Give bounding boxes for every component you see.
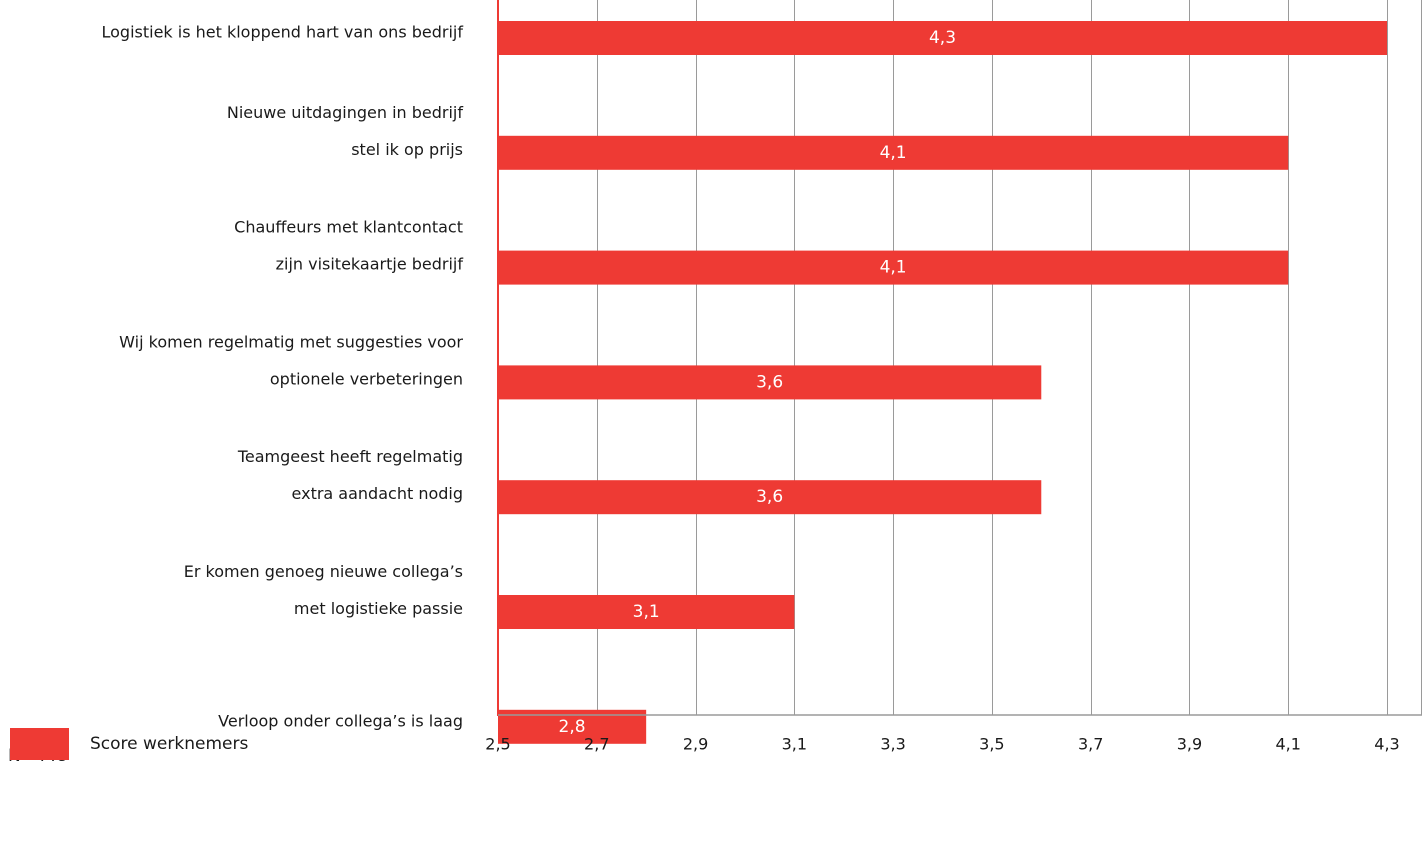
category-label: met logistieke passie (294, 599, 463, 618)
bar-value-label: 4,1 (880, 143, 907, 163)
bar-value-label: 3,1 (633, 602, 660, 622)
category-label: Teamgeest heeft regelmatig (237, 447, 463, 466)
legend-swatch (10, 728, 69, 760)
category-label: Wij komen regelmatig met suggesties voor (119, 332, 463, 351)
category-label: Logistiek is het kloppend hart van ons b… (101, 23, 463, 42)
x-tick-label: 2,9 (683, 735, 708, 754)
category-labels: Logistiek is het kloppend hart van ons b… (101, 23, 463, 731)
legend: Score werknemers (10, 728, 248, 760)
category-label: Chauffeurs met klantcontact (234, 218, 463, 237)
x-tick-label: 4,3 (1374, 735, 1399, 754)
bar (498, 21, 1387, 55)
bar (498, 365, 1042, 400)
x-tick-label: 2,5 (485, 735, 510, 754)
bars-layer: 4,3 4,1 4,1 3,6 3,6 3,1 2,8 (498, 21, 1387, 744)
bar (498, 480, 1042, 515)
bar (498, 135, 1289, 170)
category-label: zijn visitekaartje bedrijf (276, 255, 464, 274)
category-label: Er komen genoeg nieuwe collega’s (184, 562, 463, 581)
x-tick-label: 3,9 (1177, 735, 1202, 754)
x-tick-label: 2,7 (584, 735, 609, 754)
category-label: stel ik op prijs (351, 140, 463, 159)
category-label: optionele verbeteringen (270, 369, 463, 388)
x-tick-label: 3,7 (1078, 735, 1103, 754)
category-label: extra aandacht nodig (292, 484, 463, 503)
category-label: Nieuwe uitdagingen in bedrijf (227, 103, 464, 122)
x-axis-tick-labels: 2,5 2,7 2,9 3,1 3,3 3,5 3,7 3,9 4,1 4,3 (485, 735, 1399, 754)
x-tick-label: 3,5 (979, 735, 1004, 754)
category-label: Verloop onder collega’s is laag (218, 711, 463, 730)
legend-label: Score werknemers (90, 734, 249, 754)
x-tick-label: 4,1 (1275, 735, 1300, 754)
bar-value-label: 3,6 (756, 372, 783, 392)
bar-value-label: 4,3 (929, 28, 956, 48)
bar (498, 595, 795, 629)
x-tick-label: 3,1 (782, 735, 807, 754)
bar-value-label: 2,8 (559, 717, 586, 737)
bar (498, 250, 1289, 285)
bar-value-label: 4,1 (880, 258, 907, 278)
x-tick-label: 3,3 (880, 735, 905, 754)
bar-value-label: 3,6 (756, 487, 783, 507)
